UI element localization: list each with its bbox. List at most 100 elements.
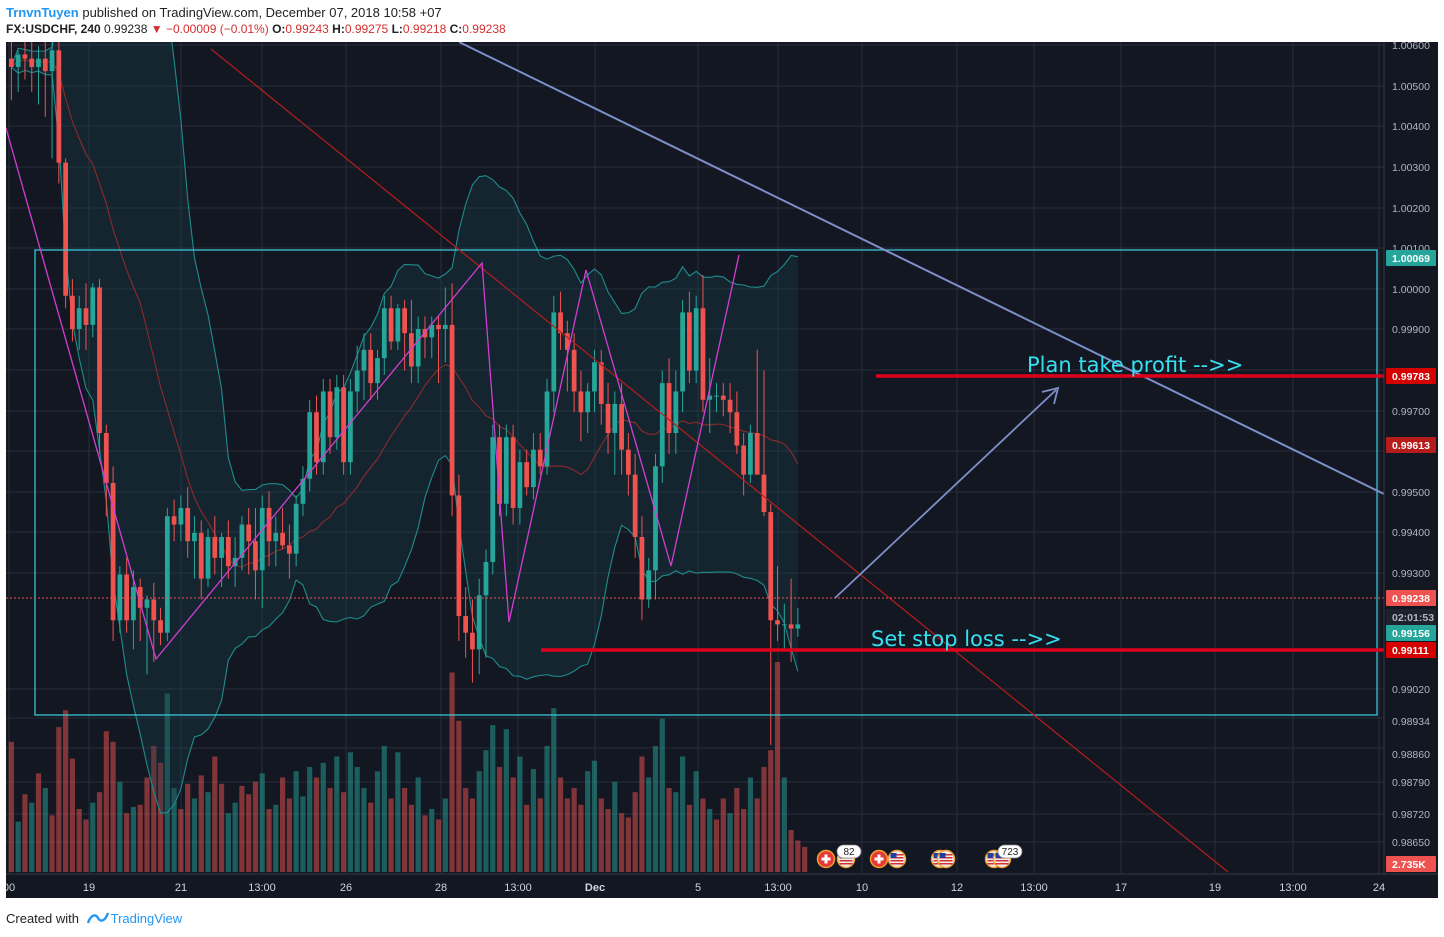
candle-body <box>259 507 265 571</box>
candle-body <box>348 391 353 463</box>
us-flag-icon[interactable] <box>887 849 907 869</box>
price-marker-midband: 0.99613 <box>1392 440 1430 452</box>
volume-bar <box>422 815 428 872</box>
volume-bar <box>802 846 808 872</box>
candle-body <box>381 308 387 359</box>
candle-body <box>212 537 218 558</box>
ch-flag-icon[interactable] <box>869 849 889 869</box>
time-tick: 19 <box>1209 882 1221 894</box>
candle-body <box>551 312 557 392</box>
candle-body <box>748 433 753 475</box>
flag-canton <box>890 853 897 858</box>
volume-bar <box>293 771 299 872</box>
volume-bar <box>408 804 414 872</box>
flag-cross-v <box>824 854 828 864</box>
volume-bar <box>286 798 292 872</box>
volume-bar <box>483 750 489 872</box>
volume-bar <box>63 710 69 872</box>
volume-bar <box>83 819 89 872</box>
close-label: C: <box>449 22 463 36</box>
volume-bar <box>646 777 652 872</box>
price-chart[interactable]: Plan take profit -->> Set stop loss -->>… <box>6 42 1438 898</box>
grid-lines <box>6 42 1384 874</box>
symbol-label: FX:USDCHF, 240 <box>6 22 101 36</box>
red-trendline[interactable] <box>210 48 1229 873</box>
candle-body <box>49 50 55 72</box>
volume-bar <box>144 777 150 872</box>
volume-bar <box>117 781 123 872</box>
volume-bar <box>361 788 367 872</box>
upper-band <box>10 42 798 499</box>
price-marker-bg <box>1386 625 1436 641</box>
volume-bar <box>374 771 381 872</box>
candle-body <box>436 324 441 330</box>
candle-body <box>585 391 591 413</box>
economic-events[interactable]: 82 723 <box>816 844 1023 869</box>
volume-bar <box>700 798 706 872</box>
price-tick: 0.99700 <box>1392 406 1430 418</box>
ch-flag-icon[interactable] <box>816 849 836 869</box>
range-box[interactable] <box>34 249 1378 716</box>
time-tick: 26 <box>340 882 352 894</box>
candle-body <box>131 586 136 621</box>
candle-body <box>470 632 475 650</box>
candle-body <box>388 308 394 342</box>
volume-bar <box>693 771 699 872</box>
candle-body <box>558 312 563 334</box>
volume-bar <box>266 809 272 872</box>
candle-body <box>137 586 143 608</box>
candle-body <box>205 537 211 579</box>
zigzag-line[interactable] <box>6 127 740 661</box>
volume-bar <box>530 769 537 872</box>
candle-body <box>503 437 509 504</box>
blue-trendline[interactable] <box>458 42 1385 495</box>
footer: Created with TradingView <box>6 911 182 928</box>
volume-bar <box>69 758 75 872</box>
price-axis[interactable] <box>1384 42 1438 874</box>
stop-loss-annotation[interactable]: Set stop loss -->> <box>871 627 1062 651</box>
author-link[interactable]: TrnvnTuyen <box>6 5 79 20</box>
candle-body <box>266 507 272 542</box>
candle-body <box>70 295 75 330</box>
price-tick: 0.99900 <box>1392 324 1430 336</box>
take-profit-annotation[interactable]: Plan take profit -->> <box>1027 353 1243 377</box>
candle-body <box>178 507 184 525</box>
candle-body <box>22 54 28 59</box>
candle-body <box>537 449 543 467</box>
tradingview-link[interactable]: TradingView <box>110 911 183 926</box>
candle-body <box>409 333 414 367</box>
time-axis[interactable] <box>6 874 1438 898</box>
volume-bar <box>666 788 672 872</box>
volume-bar <box>300 796 306 872</box>
time-tick: 13:00 <box>1020 882 1048 894</box>
volume-bar <box>727 813 733 872</box>
us-flag-icon[interactable] <box>936 849 956 869</box>
flag-canton <box>933 853 940 858</box>
candle-body <box>185 507 191 542</box>
candle-body <box>76 308 82 330</box>
candle-body <box>741 445 747 475</box>
candle-body <box>300 478 306 504</box>
volume-bar <box>686 804 692 872</box>
candle-body <box>761 474 767 513</box>
low-value: 0.99218 <box>402 22 447 36</box>
volume-bar <box>415 777 421 872</box>
candle-body <box>314 412 319 463</box>
price-tick: 1.00400 <box>1392 121 1430 133</box>
flag-stripe <box>995 860 1009 862</box>
price-tick: 1.00500 <box>1392 81 1430 93</box>
created-with-text: Created with <box>6 911 79 926</box>
volume-bar <box>232 802 238 872</box>
open-value: 0.99243 <box>285 22 329 36</box>
time-tick: 17 <box>1115 882 1127 894</box>
volume-bar <box>334 756 340 872</box>
volume-bar <box>15 821 21 872</box>
projection-arrow[interactable] <box>834 389 1057 599</box>
volume-bar <box>761 767 767 872</box>
volume-bar <box>754 798 760 872</box>
candle-body <box>56 50 62 163</box>
price-marker-box-top: 1.00069 <box>1392 253 1430 265</box>
volume-bar <box>571 788 577 872</box>
volume-bar <box>205 792 211 872</box>
volume-bar <box>435 819 442 872</box>
